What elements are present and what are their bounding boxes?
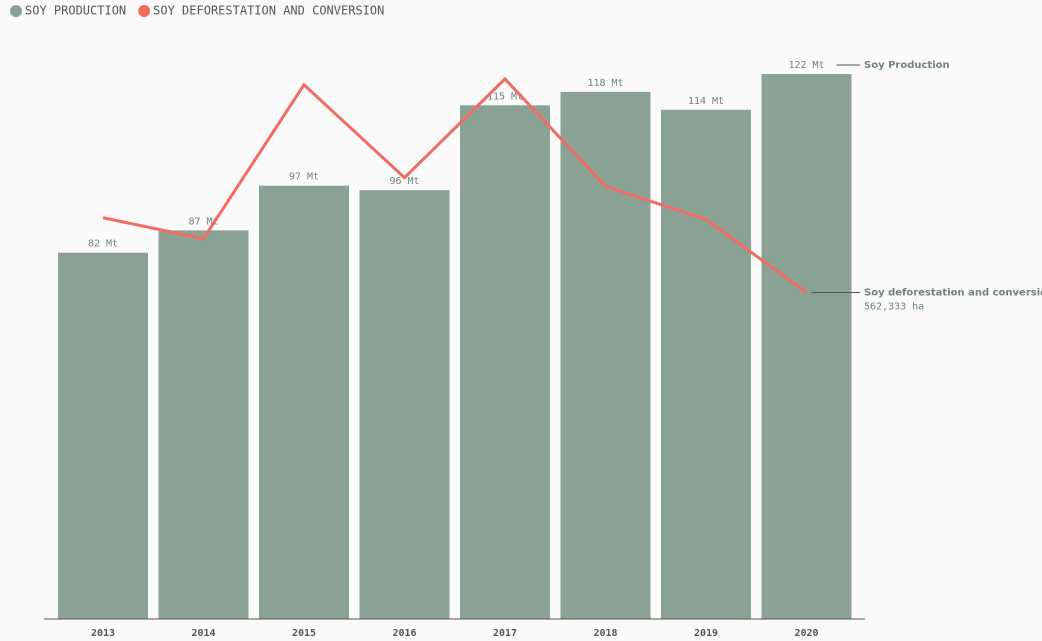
bar-value-label: 118 Mt (587, 78, 623, 89)
x-tick-label: 2014 (191, 628, 215, 639)
bar (661, 109, 751, 620)
legend-marker (10, 5, 22, 17)
bar (259, 185, 349, 619)
x-tick-label: 2017 (493, 628, 517, 639)
bar (761, 74, 852, 619)
bar-value-label: 114 Mt (688, 96, 724, 107)
bar-value-label: 87 Mt (188, 216, 218, 227)
x-tick-label: 2015 (292, 628, 316, 639)
legend-marker (138, 5, 151, 17)
bar-value-label: 96 Mt (389, 176, 419, 187)
bar-value-label: 122 Mt (788, 60, 824, 71)
x-tick-label: 2018 (593, 628, 617, 639)
bar (58, 252, 148, 619)
bar (158, 230, 249, 619)
x-tick-label: 2016 (392, 628, 416, 639)
bar (460, 105, 550, 620)
bar-value-label: 97 Mt (289, 172, 319, 183)
bar-value-label: 82 Mt (88, 239, 118, 250)
line (102, 76, 808, 294)
series-end-label: Soy deforestation and conversion (864, 287, 1042, 298)
legend-label: SOY DEFORESTATION AND CONVERSION (153, 4, 384, 18)
bar (560, 91, 651, 619)
x-tick-label: 2019 (694, 628, 718, 639)
x-tick-label: 2013 (91, 628, 115, 639)
series-end-label: Soy Production (864, 60, 950, 71)
legend-label: SOY PRODUCTION (25, 4, 126, 18)
bar-value-label: 115 Mt (487, 91, 523, 102)
x-tick-label: 2020 (794, 628, 818, 639)
bar (359, 190, 450, 619)
line-value-label: 562,333 ha (864, 301, 924, 312)
